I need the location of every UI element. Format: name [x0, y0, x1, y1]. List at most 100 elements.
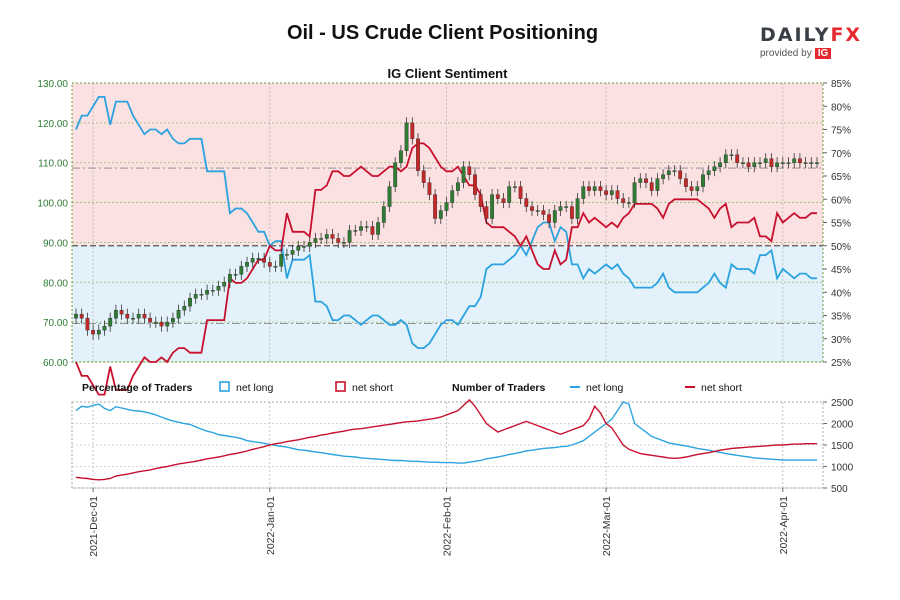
traders-y-tick-label: 500 [831, 484, 848, 495]
price-candle [564, 206, 569, 208]
price-candle [113, 309, 118, 319]
y-left-tick-label: 120.00 [37, 119, 68, 130]
price-candle [176, 309, 181, 319]
traders-panel: 500 1000 1500 2000 2500 [71, 398, 854, 495]
price-candle [467, 166, 472, 175]
x-axis: 2021-Dec-01 2022-Jan-01 2022-Feb-01 2022-Ma… [88, 488, 790, 557]
logo-brand-fx: FX [830, 24, 863, 46]
price-candle [302, 246, 306, 248]
price-candle [632, 182, 637, 203]
price-candle [495, 194, 500, 199]
net-long-pct-line [75, 96, 817, 349]
price-candle [638, 178, 643, 183]
price-candle [222, 282, 227, 287]
price-candle [609, 190, 614, 195]
price-candle [250, 258, 255, 263]
price-candle [205, 290, 210, 295]
price-candle [245, 262, 249, 267]
price-candle [170, 317, 175, 323]
y-right-tick-label: 30% [831, 335, 851, 346]
price-candle [604, 190, 609, 195]
y-left-tick-label: 100.00 [37, 199, 68, 210]
x-tick-label: 2021-Dec-01 [88, 496, 100, 557]
price-candle [188, 298, 192, 307]
price-candle [803, 162, 808, 164]
x-tick-label: 2022-Feb-01 [442, 496, 454, 556]
price-candle [478, 194, 483, 207]
price-candle [455, 182, 460, 191]
price-candle [398, 150, 403, 163]
traders-net-long-line [75, 401, 817, 464]
price-candle [387, 186, 392, 207]
price-candle [701, 174, 705, 187]
ig-badge: IG [814, 48, 832, 59]
price-candle [404, 122, 409, 151]
price-candle [307, 242, 312, 247]
price-candle [615, 190, 620, 199]
logo-brand-text: DAILY [760, 24, 831, 46]
price-candle [541, 210, 546, 215]
price-candle [552, 210, 557, 223]
price-candle [678, 170, 683, 179]
price-candle [279, 254, 284, 267]
y-right-tick-label: 75% [831, 126, 851, 137]
legend-pct-long-swatch [219, 381, 230, 392]
y-left-tick-label: 80.00 [43, 278, 68, 289]
price-candle [775, 162, 780, 167]
panel-title: IG Client Sentiment [388, 66, 509, 81]
price-candle [592, 186, 597, 191]
price-candle [763, 158, 768, 163]
price-candle [267, 262, 272, 267]
y-left-tick-label: 90.00 [43, 238, 68, 249]
price-candle [410, 122, 415, 139]
price-candle [193, 294, 198, 299]
traders-y-tick-label: 1500 [831, 441, 854, 452]
price-candle [598, 186, 603, 191]
traders-y-tick-label: 1000 [831, 463, 854, 474]
price-candle [655, 178, 660, 191]
price-candle [621, 198, 626, 203]
long-zone [72, 245, 823, 362]
y-left-tick-label: 70.00 [43, 318, 68, 329]
price-candle [661, 174, 666, 179]
price-candle [735, 154, 740, 163]
price-candle [284, 254, 289, 256]
dailyfx-logo: DAILYFX provided by IG [760, 24, 870, 59]
price-candle [296, 246, 301, 251]
price-candle [512, 186, 517, 188]
price-candle [473, 174, 477, 195]
y-right-tick-label: 40% [831, 288, 851, 299]
price-candle [672, 170, 677, 172]
price-candle [96, 329, 101, 335]
price-candle [210, 290, 215, 292]
plot-frame [71, 82, 824, 363]
traders-frame [71, 401, 824, 489]
y-right-tick-label: 60% [831, 195, 851, 206]
price-candle [723, 154, 728, 163]
price-candle [182, 306, 187, 311]
price-candle [393, 162, 398, 187]
traders-y-tick-label: 2500 [831, 398, 854, 409]
price-candle [644, 178, 648, 183]
y-right-tick-label: 35% [831, 312, 851, 323]
price-candle [507, 186, 512, 203]
price-candle [239, 266, 244, 275]
price-candle [136, 313, 141, 319]
price-candle [809, 162, 814, 164]
price-candle [427, 182, 432, 195]
y-left-tick-label: 60.00 [43, 358, 68, 369]
legend-num-long-label: net long [586, 382, 624, 394]
price-candle [359, 226, 363, 231]
y-right-tick-label: 80% [831, 102, 851, 113]
price-candle [324, 234, 329, 239]
legend-pct-long-label: net long [236, 382, 274, 394]
price-candle [490, 194, 495, 219]
price-candle [142, 313, 147, 319]
price-candle [125, 313, 130, 319]
price-candle [666, 170, 671, 175]
price-candle [119, 309, 124, 315]
price-candle [216, 286, 221, 291]
price-candle [364, 226, 369, 228]
y-right-tick-label: 65% [831, 172, 851, 183]
chart-title: Oil - US Crude Client Positioning [286, 22, 599, 44]
